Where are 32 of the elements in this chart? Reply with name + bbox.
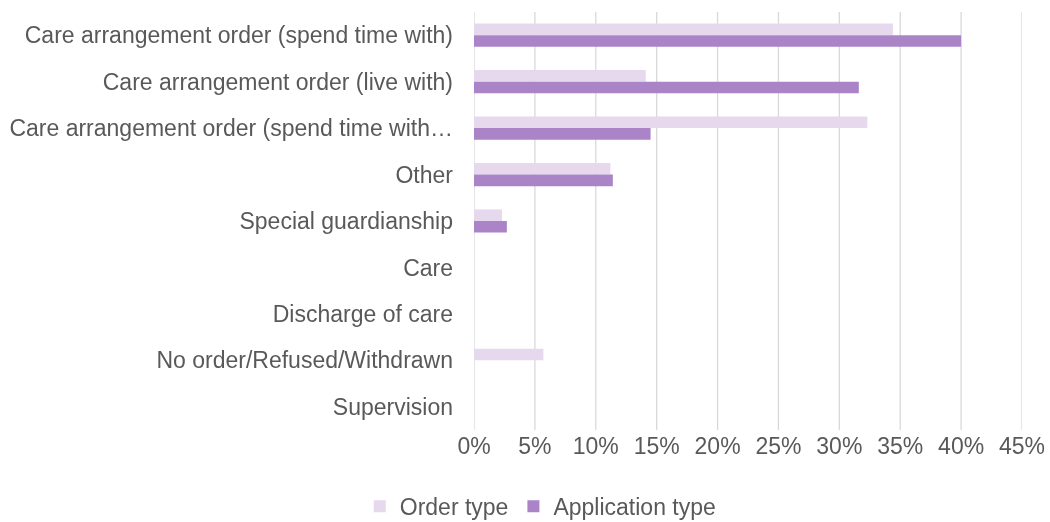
x-tick-label: 30% bbox=[816, 433, 863, 459]
bar bbox=[474, 221, 507, 233]
y-tick-label: Other bbox=[395, 161, 454, 188]
legend-label: Order type bbox=[399, 494, 509, 521]
y-tick-label: Supervision bbox=[332, 393, 453, 420]
bar bbox=[474, 128, 651, 140]
x-tick-label: 0% bbox=[457, 433, 491, 459]
bar bbox=[474, 162, 611, 175]
y-tick-label: Care arrangement order (spend time with) bbox=[24, 22, 453, 49]
x-tick-label: 35% bbox=[877, 433, 924, 459]
y-tick-label: Special guardianship bbox=[239, 208, 453, 235]
x-tick-label: 5% bbox=[518, 433, 552, 459]
x-tick-label: 15% bbox=[633, 433, 680, 459]
x-tick-label: 20% bbox=[694, 433, 741, 459]
x-tick-label: 25% bbox=[755, 433, 802, 459]
x-tick-label: 45% bbox=[998, 433, 1046, 459]
bar bbox=[474, 174, 613, 187]
bar bbox=[474, 116, 868, 129]
bar bbox=[474, 70, 646, 82]
bar bbox=[474, 35, 962, 47]
y-tick-label: Care arrangement order (live with) bbox=[102, 68, 453, 95]
bar bbox=[474, 209, 503, 221]
y-tick-label: Care arrangement order (spend time with… bbox=[9, 115, 453, 142]
y-tick-label: Discharge of care bbox=[272, 300, 453, 327]
bar bbox=[474, 23, 893, 36]
y-tick-label: Care bbox=[403, 254, 453, 281]
x-tick-label: 10% bbox=[572, 433, 619, 459]
bar bbox=[474, 348, 544, 361]
legend-label: Application type bbox=[553, 494, 716, 521]
bar bbox=[474, 81, 859, 94]
x-tick-label: 40% bbox=[938, 433, 985, 459]
y-tick-label: No order/Refused/Withdrawn bbox=[156, 347, 453, 374]
